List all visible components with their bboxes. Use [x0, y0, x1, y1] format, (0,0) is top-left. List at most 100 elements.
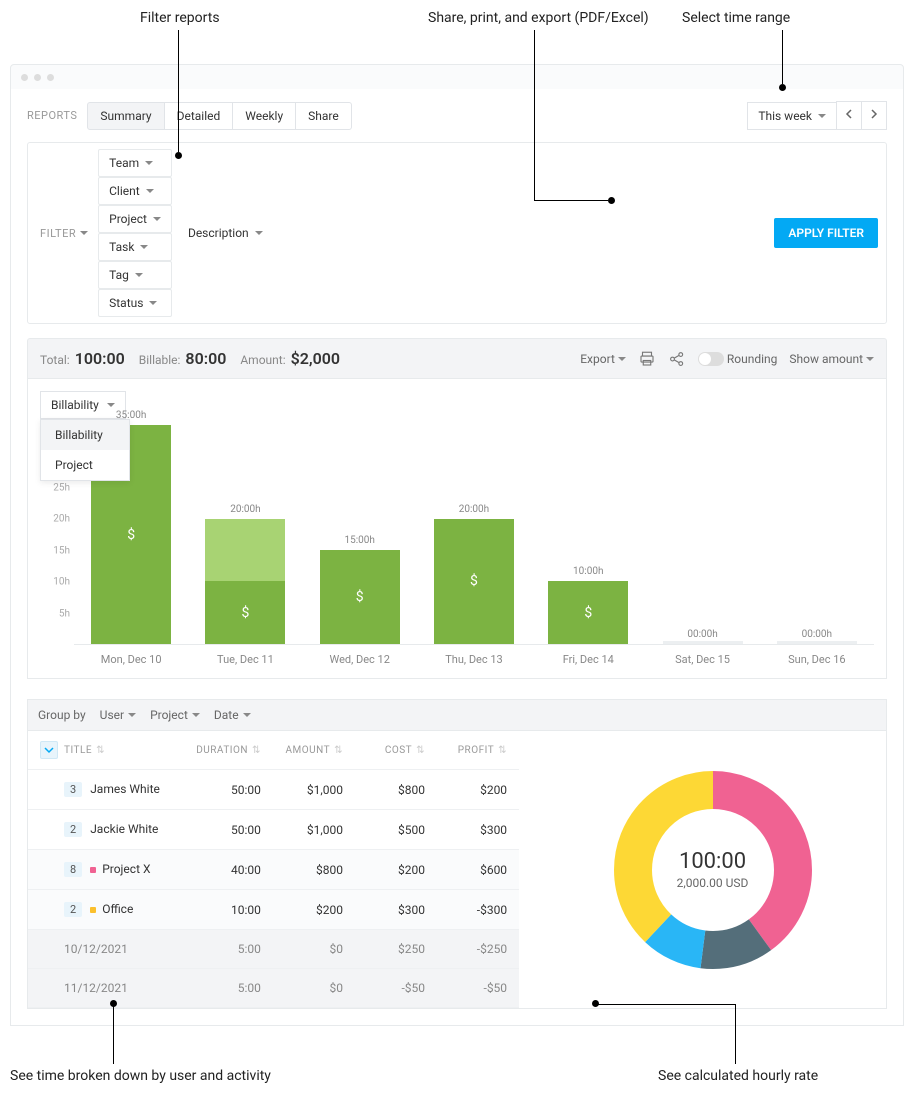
table-row[interactable]: 8Project X40:00$800$200$600 [28, 850, 519, 890]
row-cost: -$50 [343, 981, 425, 995]
summary-bar: Total: 100:00 Billable: 80:00 Amount: $2… [27, 338, 887, 379]
caret-down-icon [107, 403, 115, 407]
chart-groupby-menu: Billability Project [40, 419, 130, 481]
filter-tag[interactable]: Tag [98, 261, 172, 289]
print-icon[interactable] [638, 350, 656, 368]
row-amount: $1,000 [261, 783, 343, 797]
row-duration: 10:00 [179, 903, 261, 917]
row-amount: $0 [261, 981, 343, 995]
x-label: Sat, Dec 15 [645, 645, 759, 666]
x-label: Mon, Dec 10 [74, 645, 188, 666]
tab-weekly[interactable]: Weekly [232, 102, 296, 130]
range-next-button[interactable] [861, 101, 887, 130]
rounding-toggle[interactable]: Rounding [698, 352, 778, 366]
bar-label: 00:00h [802, 629, 832, 640]
caret-down-icon [145, 161, 153, 165]
bar-column: 20:00h$ [188, 425, 302, 644]
sort-icon[interactable]: ⇅ [416, 745, 425, 756]
bar-chart: 5h10h15h20h25h30h35h 35:00h$20:00h$15:00… [40, 425, 874, 645]
x-label: Thu, Dec 13 [417, 645, 531, 666]
range-label: This week [758, 109, 812, 123]
x-axis: Mon, Dec 10Tue, Dec 11Wed, Dec 12Thu, De… [74, 645, 874, 666]
apply-filter-button[interactable]: APPLY FILTER [774, 218, 878, 248]
filter-status[interactable]: Status [98, 289, 172, 317]
table-row[interactable]: 2Office10:00$200$300-$300 [28, 890, 519, 930]
groupby-user[interactable]: User [100, 708, 136, 722]
range-prev-button[interactable] [836, 101, 862, 130]
row-profit: -$250 [425, 942, 507, 956]
bar-column: 00:00h [760, 425, 874, 644]
sort-icon[interactable]: ⇅ [334, 745, 343, 756]
sort-icon[interactable]: ⇅ [252, 745, 261, 756]
chart-panel: Billability Billability Project 5h10h15h… [27, 379, 887, 679]
filter-description[interactable]: Description [178, 220, 273, 246]
range-select[interactable]: This week [747, 102, 837, 130]
annotation-filter: Filter reports [140, 10, 220, 26]
dollar-icon: $ [205, 581, 285, 644]
tab-detailed[interactable]: Detailed [164, 102, 234, 130]
row-cost: $800 [343, 783, 425, 797]
row-badge: 8 [64, 862, 82, 877]
row-title: 10/12/2021 [64, 942, 128, 956]
annotation-rate: See calculated hourly rate [658, 1068, 818, 1084]
row-duration: 40:00 [179, 863, 261, 877]
caret-down-icon [149, 301, 157, 305]
table-row[interactable]: 3James White50:00$1,000$800$200 [28, 770, 519, 810]
caret-down-icon [135, 273, 143, 277]
groupby-project[interactable]: Project [150, 708, 200, 722]
y-tick: 10h [53, 577, 70, 588]
bar-label: 20:00h [459, 504, 489, 515]
dollar-icon: $ [434, 519, 514, 644]
tab-summary[interactable]: Summary [87, 102, 164, 130]
bar-column: 15:00h$ [303, 425, 417, 644]
row-profit: $300 [425, 823, 507, 837]
menu-item-project[interactable]: Project [41, 450, 129, 480]
filter-team[interactable]: Team [98, 149, 172, 177]
row-title: Office [102, 902, 133, 916]
annotation-breakdown: See time broken down by user and activit… [10, 1068, 271, 1084]
x-label: Wed, Dec 12 [303, 645, 417, 666]
export-button[interactable]: Export [580, 352, 626, 366]
groupby-date[interactable]: Date [214, 708, 251, 722]
window-titlebar [11, 65, 903, 89]
row-amount: $200 [261, 903, 343, 917]
sort-icon[interactable]: ⇅ [498, 745, 507, 756]
bar-label: 00:00h [687, 629, 717, 640]
x-label: Sun, Dec 16 [760, 645, 874, 666]
row-title: James White [90, 782, 160, 796]
x-label: Fri, Dec 14 [531, 645, 645, 666]
row-badge: 2 [64, 822, 82, 837]
row-amount: $800 [261, 863, 343, 877]
row-amount: $1,000 [261, 823, 343, 837]
caret-down-icon [618, 357, 626, 361]
expand-all-button[interactable] [40, 741, 58, 759]
bar-label: 15:00h [344, 535, 374, 546]
filter-bar: FILTER Team Client Project Task Tag Stat… [27, 142, 887, 324]
row-cost: $300 [343, 903, 425, 917]
row-amount: $0 [261, 942, 343, 956]
dollar-icon: $ [548, 581, 628, 644]
row-profit: -$50 [425, 981, 507, 995]
share-icon[interactable] [668, 350, 686, 368]
tabs-label: REPORTS [27, 109, 77, 122]
chart-groupby-select[interactable]: Billability [40, 391, 126, 419]
table-row[interactable]: 2Jackie White50:00$1,000$500$300 [28, 810, 519, 850]
table-row[interactable]: 11/12/20215:00$0-$50-$50 [28, 969, 519, 1008]
filter-label[interactable]: FILTER [36, 227, 92, 240]
menu-item-billability[interactable]: Billability [41, 420, 129, 450]
donut-total: 100:00 [679, 849, 746, 874]
y-tick: 25h [53, 482, 70, 493]
sort-icon[interactable]: ⇅ [96, 745, 105, 756]
bar-label: 10:00h [573, 566, 603, 577]
table-row[interactable]: 10/12/20215:00$0$250-$250 [28, 930, 519, 969]
filter-task[interactable]: Task [98, 233, 172, 261]
filter-client[interactable]: Client [98, 177, 172, 205]
table-header: TITLE⇅ DURATION⇅ AMOUNT⇅ COST⇅ PROFIT⇅ [28, 731, 519, 770]
toggle-icon [698, 352, 724, 366]
annotation-range: Select time range [682, 10, 790, 26]
tab-share[interactable]: Share [295, 102, 352, 130]
caret-down-icon [80, 231, 88, 235]
filter-project[interactable]: Project [98, 205, 172, 233]
show-amount-button[interactable]: Show amount [789, 352, 874, 366]
row-title: Jackie White [90, 822, 158, 836]
